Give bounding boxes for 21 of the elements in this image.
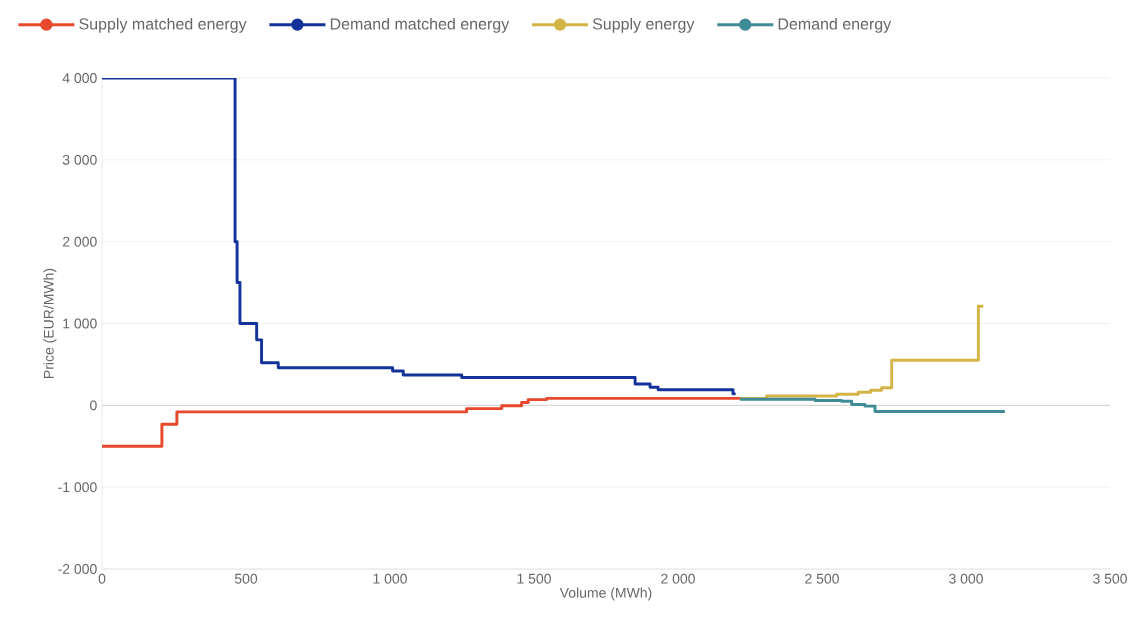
y-tick-label: 2 000 (62, 236, 97, 247)
y-axis-title: Price (EUR/MWh) (43, 268, 57, 378)
y-tick-label: 3 000 (62, 154, 97, 165)
y-tick-label: 1 000 (63, 318, 97, 329)
legend-label: Supply energy (592, 17, 695, 33)
x-tick-label: 500 (234, 573, 258, 584)
x-tick-label: 3 000 (949, 573, 983, 584)
y-tick-label: -2 000 (58, 564, 97, 574)
x-tick-label: 3 500 (1093, 573, 1127, 584)
y-tick-label: 4 000 (62, 73, 97, 83)
x-tick-label: 0 (98, 573, 106, 584)
x-axis-title: Volume (MWh) (559, 587, 652, 601)
x-tick-label: 1 500 (517, 573, 551, 584)
legend-label: Demand energy (778, 17, 892, 33)
x-tick-label: 2 000 (661, 573, 695, 584)
y-tick-label: 0 (90, 400, 97, 411)
y-tick-label: -1 000 (58, 482, 97, 493)
x-tick-label: 1 000 (373, 573, 407, 584)
legend-label: Supply matched energy (79, 17, 247, 33)
x-tick-label: 2 500 (805, 573, 839, 584)
legend-label: Demand matched energy (330, 17, 510, 33)
